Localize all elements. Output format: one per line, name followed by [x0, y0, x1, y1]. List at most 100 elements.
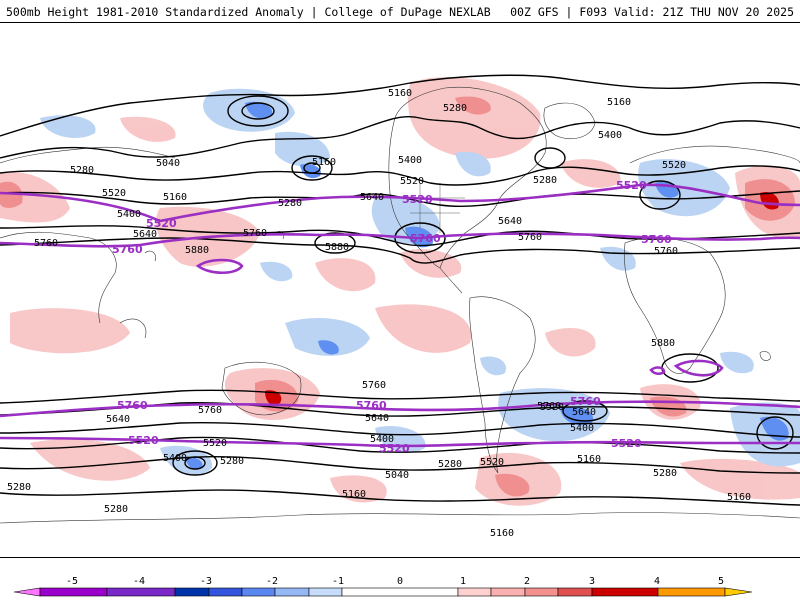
- contour-label: 5760: [243, 228, 267, 239]
- colorbar-segment: [341, 587, 459, 597]
- contour-label: 5640: [106, 414, 130, 425]
- contour-label: 5280: [7, 482, 31, 493]
- contour-label: 5280: [104, 504, 128, 515]
- key-contour-label: 5520: [616, 179, 647, 192]
- contour-label: 5160: [727, 492, 751, 503]
- negative-anomalies: [40, 88, 800, 476]
- contour-label: 5880: [325, 242, 349, 253]
- colorbar-tick: 0: [397, 576, 403, 587]
- key-contour-label: 5760: [356, 399, 387, 412]
- map-title: 500mb Height 1981-2010 Standardized Anom…: [6, 5, 491, 19]
- colorbar-tick: 1: [460, 576, 466, 587]
- key-contour-labels: 5520 5760 5520 5760 5520 5760 5760 5520 …: [112, 179, 672, 455]
- map-panel[interactable]: 5160 5280 5160 5400 5040 5280 5520 5160 …: [0, 22, 800, 558]
- contour-label: 5040: [156, 158, 180, 169]
- contour-label: 5640: [365, 413, 389, 424]
- colorbar-tick: 4: [654, 576, 660, 587]
- contour-label: 5160: [163, 192, 187, 203]
- colorbar-tick: -1: [332, 576, 344, 587]
- colorbar-segment: [241, 587, 276, 597]
- colorbar-segment: [174, 587, 210, 597]
- contour-label: 5160: [607, 97, 631, 108]
- colorbar-tick: -5: [66, 576, 78, 587]
- colorbar-segment: [657, 587, 726, 597]
- colorbar-tick: 5: [718, 576, 724, 587]
- contour-label: 5280: [653, 468, 677, 479]
- colorbar-tick: 2: [524, 576, 530, 587]
- contour-label: 5160: [342, 489, 366, 500]
- contour-label: 5280: [533, 175, 557, 186]
- key-contour-label: 5520: [128, 434, 159, 447]
- contour-label: 5520: [400, 176, 424, 187]
- key-contour-label: 5760: [570, 395, 601, 408]
- colorbar-svg: -5 -4 -3 -2 -1 0 1 2 3 4 5: [13, 576, 753, 597]
- contour-label: 5400: [370, 434, 394, 445]
- contour-label: 5880: [651, 338, 675, 349]
- colorbar-tick: 3: [589, 576, 595, 587]
- contour-label: 5280: [443, 103, 467, 114]
- positive-anomalies: [0, 77, 800, 506]
- contour-label: 5640: [498, 216, 522, 227]
- colorbar-segment: [208, 587, 243, 597]
- contour-label: 5160: [577, 454, 601, 465]
- colorbar-segment: [274, 587, 310, 597]
- contour-label: 5400: [398, 155, 422, 166]
- contour-label: 5880: [185, 245, 209, 256]
- contour-label: 5280: [70, 165, 94, 176]
- colorbar-segment: [490, 587, 526, 597]
- contour-label: 5160: [490, 528, 514, 539]
- contour-label: 5760: [34, 238, 58, 249]
- map-svg: 5160 5280 5160 5400 5040 5280 5520 5160 …: [0, 74, 800, 539]
- colorbar-segment: [591, 587, 659, 597]
- colorbar: -5 -4 -3 -2 -1 0 1 2 3 4 5: [0, 572, 800, 600]
- height-contours: [0, 74, 800, 506]
- contour-label: 5520: [203, 438, 227, 449]
- contour-label: 5160: [388, 88, 412, 99]
- key-contour-label: 5760: [117, 399, 148, 412]
- colorbar-segment: [106, 587, 176, 597]
- key-contour-label: 5760: [410, 232, 441, 245]
- contour-label: 5640: [360, 192, 384, 203]
- colorbar-segments: [13, 587, 753, 597]
- contour-label: 5280: [220, 456, 244, 467]
- contour-label: 5760: [362, 380, 386, 391]
- colorbar-segment: [308, 587, 343, 597]
- contour-label: 5040: [385, 470, 409, 481]
- contour-label: 5280: [438, 459, 462, 470]
- colorbar-segment: [524, 587, 559, 597]
- contour-label: 5640: [572, 407, 596, 418]
- contour-label: 5400: [163, 453, 187, 464]
- colorbar-arrow-right: [724, 587, 753, 597]
- colorbar-ticks: -5 -4 -3 -2 -1 0 1 2 3 4 5: [66, 576, 724, 587]
- contour-label: 5160: [312, 157, 336, 168]
- contour-label: 5400: [117, 209, 141, 220]
- key-contour-label: 5760: [112, 243, 143, 256]
- key-contours: [0, 183, 800, 448]
- key-contour-label: 5520: [146, 217, 177, 230]
- key-contour-label: 5520: [379, 442, 410, 455]
- contour-label: 5760: [654, 246, 678, 257]
- colorbar-segment: [39, 587, 108, 597]
- contour-label: 5640: [133, 229, 157, 240]
- contour-label: 5760: [537, 401, 561, 412]
- colorbar-segment: [557, 587, 593, 597]
- colorbar-tick: -4: [133, 576, 145, 587]
- colorbar-arrow-left: [13, 587, 41, 597]
- colorbar-tick: -3: [200, 576, 212, 587]
- header: 500mb Height 1981-2010 Standardized Anom…: [0, 0, 800, 22]
- key-contour-label: 5760: [641, 233, 672, 246]
- contour-label: 5400: [570, 423, 594, 434]
- colorbar-segment: [457, 587, 492, 597]
- key-contour-label: 5520: [402, 193, 433, 206]
- height-labels: 5160 5280 5160 5400 5040 5280 5520 5160 …: [7, 88, 751, 539]
- colorbar-tick: -2: [266, 576, 278, 587]
- contour-label: 5760: [198, 405, 222, 416]
- contour-label: 5400: [598, 130, 622, 141]
- model-run-info: 00Z GFS | F093 Valid: 21Z THU NOV 20 202…: [510, 5, 794, 19]
- key-contour-label: 5520: [611, 437, 642, 450]
- contour-label: 5520: [480, 457, 504, 468]
- contour-label: 5520: [102, 188, 126, 199]
- contour-label: 5760: [518, 232, 542, 243]
- contour-label: 5520: [540, 402, 564, 413]
- contour-label: 5520: [662, 160, 686, 171]
